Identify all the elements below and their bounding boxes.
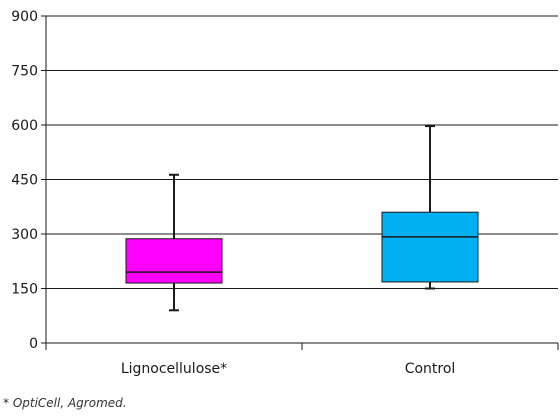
- footnote: * OptiCell, Agromed.: [3, 396, 127, 410]
- x-category-label: Lignocellulose*: [121, 361, 227, 377]
- y-tick-label: 900: [11, 9, 38, 25]
- iqr-box: [381, 211, 479, 283]
- y-tick-label: 450: [11, 173, 38, 189]
- y-tick-label: 750: [11, 64, 38, 80]
- iqr-box: [125, 238, 223, 284]
- axis-labels: 0 150 300 450 600 750 900 Lignocellulose* Contro…: [11, 9, 455, 377]
- boxes: [125, 125, 479, 312]
- x-category-label: Control: [405, 361, 456, 377]
- axes: [41, 15, 559, 350]
- gridlines: [46, 15, 558, 289]
- y-tick-label: 150: [11, 282, 38, 298]
- box-lignocellulose: [125, 173, 223, 312]
- y-tick-label: 0: [29, 336, 38, 352]
- box-control: [381, 125, 479, 290]
- y-tick-label: 300: [11, 227, 38, 243]
- y-tick-label: 600: [11, 118, 38, 134]
